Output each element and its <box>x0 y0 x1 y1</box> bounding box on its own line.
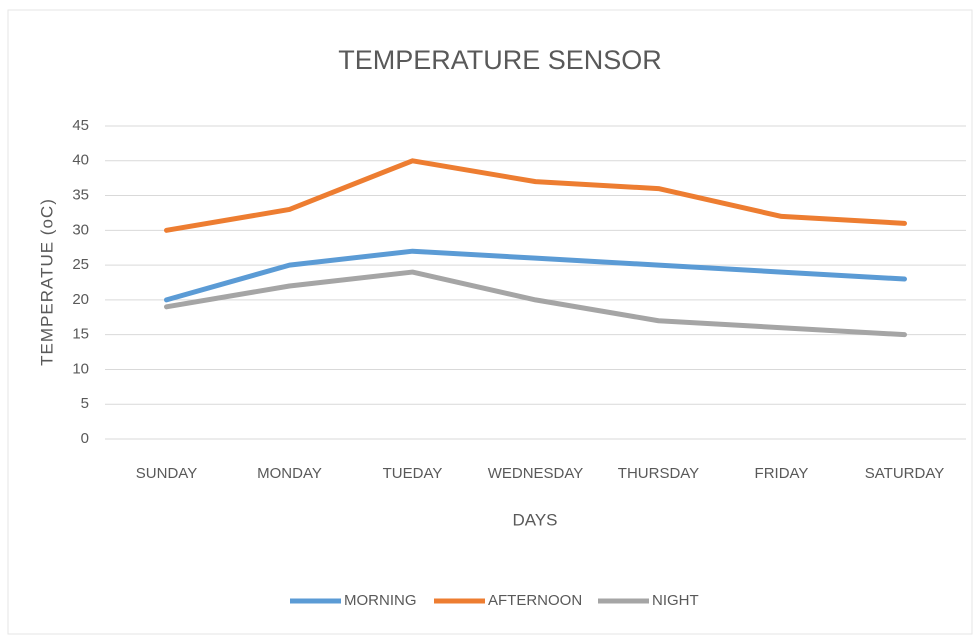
y-tick-label: 5 <box>81 395 89 412</box>
legend-label: AFTERNOON <box>488 592 582 609</box>
y-tick-label: 35 <box>72 187 89 204</box>
legend-label: NIGHT <box>652 592 699 609</box>
series-line <box>164 248 907 303</box>
x-tick-label: WEDNESDAY <box>488 465 584 482</box>
y-tick-label: 0 <box>81 430 89 447</box>
legend-label: MORNING <box>344 592 417 609</box>
y-tick-label: 20 <box>72 291 89 308</box>
y-tick-label: 30 <box>72 221 89 238</box>
y-axis-label: TEMPERATUE (oC) <box>37 198 56 366</box>
x-tick-label: MONDAY <box>257 465 322 482</box>
x-tick-label: SATURDAY <box>865 465 944 482</box>
series-line <box>164 158 907 233</box>
series-line <box>164 269 907 338</box>
x-tick-label: THURSDAY <box>618 465 699 482</box>
x-tick-label: TUEDAY <box>383 465 443 482</box>
y-tick-label: 10 <box>72 360 89 377</box>
y-tick-label: 25 <box>72 256 89 273</box>
x-tick-label: SUNDAY <box>136 465 197 482</box>
y-tick-label: 45 <box>72 117 89 134</box>
y-tick-label: 40 <box>72 152 89 169</box>
chart-frame <box>7 9 973 635</box>
x-axis-label: DAYS <box>512 510 557 529</box>
chart-title: TEMPERATURE SENSOR <box>338 45 662 75</box>
x-tick-label: FRIDAY <box>755 465 809 482</box>
y-tick-label: 15 <box>72 326 89 343</box>
